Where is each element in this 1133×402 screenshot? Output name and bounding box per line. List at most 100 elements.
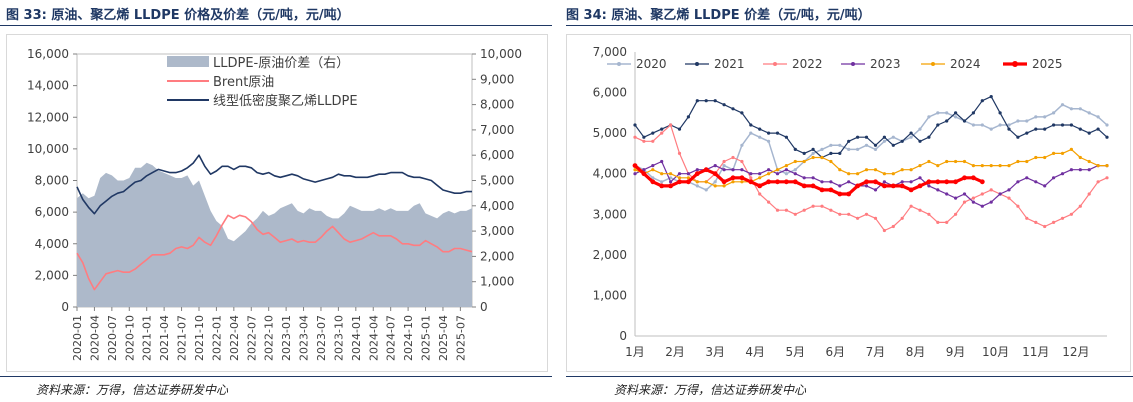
right-series-point-2021 — [704, 99, 708, 103]
right-footer-rule — [566, 376, 1133, 377]
right-series-point-2022 — [856, 216, 860, 220]
right-series-point-2023 — [1034, 180, 1038, 184]
left-x-tick-label: 2020-01 — [71, 315, 84, 361]
right-series-point-2025 — [828, 187, 834, 193]
right-series-line-2024 — [634, 148, 1107, 187]
right-series-point-2023 — [998, 192, 1002, 196]
right-series-point-2021 — [971, 111, 975, 115]
left-y-tick-label: 10,000 — [27, 142, 69, 156]
right-series-point-2020 — [856, 147, 860, 151]
left-y-tick-label: 0 — [61, 300, 69, 314]
right-legend-label-2022: 2022 — [792, 57, 823, 71]
right-series-point-2022 — [651, 139, 655, 143]
right-series-point-2023 — [784, 168, 788, 172]
right-series-point-2022 — [660, 131, 664, 135]
right-series-point-2022 — [1060, 216, 1065, 220]
right-chart-panel: 图 34: 原油、聚乙烯 LLDPE 价差（元/吨，元/吨） 0 1,000 2,0… — [566, 0, 1133, 402]
right-series-point-2023 — [1060, 172, 1065, 176]
right-series-point-2022 — [1007, 196, 1011, 200]
right-series-point-2021 — [775, 131, 780, 135]
right-y-tick-label: 0 — [619, 329, 627, 343]
right-series-point-2022 — [722, 159, 726, 164]
left-y-tick-label: 8,000 — [35, 174, 69, 188]
right-x-category-label: 7月 — [866, 345, 886, 359]
right-series-point-2024 — [971, 164, 975, 168]
right-series-point-2024 — [1007, 164, 1011, 168]
right-series-point-2020 — [847, 147, 851, 151]
right-series-point-2023 — [989, 200, 993, 204]
right-series-point-2024 — [909, 168, 913, 172]
right-series-point-2020 — [945, 111, 949, 115]
left-x-tick-label: 2022-07 — [245, 315, 258, 361]
right-series-point-2022 — [793, 212, 797, 216]
right-series-point-2025 — [846, 191, 852, 197]
right-series-point-2021 — [856, 135, 860, 139]
right-series-point-2022 — [767, 200, 771, 204]
right-x-category-label: 9月 — [946, 345, 966, 359]
right-series-point-2024 — [704, 180, 708, 184]
right-series-point-2023 — [651, 164, 655, 168]
right-series-point-2023 — [1016, 180, 1020, 184]
right-series-point-2020 — [695, 184, 699, 188]
right-series-point-2024 — [1025, 159, 1029, 164]
right-series-point-2020 — [1007, 123, 1011, 127]
right-series-point-2022 — [740, 159, 744, 164]
right-series-point-2024 — [1078, 155, 1082, 160]
right-series-point-2024 — [1060, 151, 1065, 155]
right-series-point-2021 — [891, 143, 895, 147]
right-series-point-2020 — [1096, 115, 1100, 119]
right-x-category-label: 11月 — [1022, 345, 1049, 359]
right-series-point-2021 — [1052, 123, 1056, 127]
right-series-point-2021 — [962, 119, 967, 123]
left-x-tick-label: 2023-07 — [315, 315, 328, 361]
right-series-point-2024 — [1043, 155, 1047, 160]
right-series-point-2024 — [802, 159, 806, 164]
left-legend-brent-label: Brent原油 — [213, 75, 274, 90]
left-chart-panel: 图 33: 原油、聚乙烯 LLDPE 价格及价差（元/吨，元/吨） 0 2,000… — [0, 0, 552, 402]
right-series-point-2023 — [1087, 168, 1091, 172]
right-legend-label-2021: 2021 — [714, 57, 745, 71]
right-series-point-2025 — [801, 183, 807, 189]
left-legend-lldpe-label: 线型低密度聚乙烯LLDPE — [213, 93, 358, 109]
right-series-point-2022 — [882, 228, 886, 233]
right-series-point-2023 — [740, 168, 744, 172]
right-series-point-2022 — [1016, 204, 1020, 208]
right-series-point-2024 — [686, 176, 690, 180]
right-axis-tick-label: 9,000 — [480, 72, 514, 86]
right-series-point-2023 — [1043, 184, 1047, 188]
right-series-point-2024 — [811, 155, 815, 160]
right-chart-box: 0 1,000 2,000 3,000 4,000 5,000 6,000 7,000 1月 2月… — [566, 34, 1131, 372]
right-series-point-2024 — [695, 180, 699, 184]
right-series-point-2024 — [758, 176, 762, 180]
right-series-point-2023 — [811, 176, 815, 180]
right-series-point-2023 — [749, 172, 753, 176]
right-series-point-2023 — [1052, 176, 1056, 180]
right-series-point-2023 — [954, 196, 958, 200]
right-series-point-2023 — [962, 192, 967, 196]
right-series-point-2025 — [935, 179, 941, 185]
right-series-point-2023 — [936, 188, 940, 192]
right-series-point-2021 — [784, 135, 788, 139]
right-series-point-2023 — [1025, 176, 1029, 180]
right-series-point-2024 — [918, 164, 922, 168]
right-series-point-2020 — [713, 180, 717, 184]
right-series-point-2025 — [668, 183, 673, 189]
right-series-point-2023 — [980, 204, 984, 208]
right-y-tick-label: 3,000 — [593, 207, 627, 221]
right-series-point-2024 — [873, 168, 878, 172]
right-series-point-2023 — [909, 180, 913, 184]
right-series-point-2021 — [767, 131, 771, 135]
right-series-point-2021 — [651, 131, 655, 135]
right-series-point-2021 — [954, 111, 958, 115]
right-series-point-2020 — [1043, 115, 1047, 119]
right-series-point-2021 — [882, 135, 886, 139]
right-series-point-2021 — [1078, 127, 1082, 131]
right-series-point-2020 — [793, 168, 797, 172]
right-series-point-2021 — [998, 111, 1002, 115]
right-series-point-2025 — [837, 191, 843, 197]
right-series-point-2024 — [1016, 159, 1020, 164]
right-series-point-2020 — [749, 131, 753, 135]
right-x-category-label: 8月 — [906, 345, 926, 359]
right-series-point-2022 — [749, 176, 753, 180]
left-legend-spread-swatch — [167, 56, 209, 67]
